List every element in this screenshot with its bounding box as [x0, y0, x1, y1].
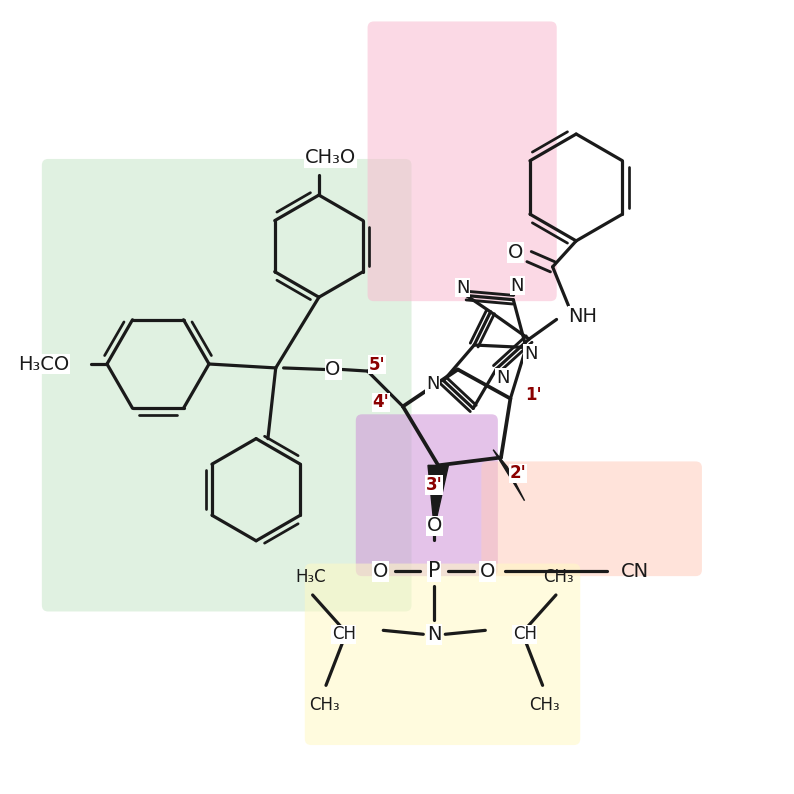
Text: O: O [326, 360, 341, 379]
Text: O: O [508, 243, 523, 262]
Text: NH: NH [569, 306, 597, 326]
Text: O: O [480, 562, 495, 581]
FancyBboxPatch shape [305, 564, 580, 745]
FancyBboxPatch shape [481, 461, 702, 576]
Text: N: N [496, 369, 510, 387]
Text: CH₃: CH₃ [309, 696, 340, 714]
FancyBboxPatch shape [356, 414, 498, 576]
Polygon shape [428, 465, 449, 528]
Text: O: O [426, 516, 442, 535]
Text: CH₃O: CH₃O [305, 148, 357, 167]
Text: H₃C: H₃C [295, 568, 326, 585]
Text: 3': 3' [426, 476, 443, 494]
FancyBboxPatch shape [42, 159, 411, 611]
Text: N: N [511, 276, 524, 295]
Text: 2': 2' [510, 464, 526, 482]
Polygon shape [493, 449, 525, 501]
Text: CH: CH [332, 625, 356, 643]
Text: 4': 4' [372, 394, 389, 411]
Text: CN: CN [621, 562, 649, 581]
Text: 1': 1' [526, 387, 542, 404]
Text: 5': 5' [368, 356, 385, 374]
Text: N: N [426, 375, 439, 393]
FancyBboxPatch shape [368, 21, 557, 301]
Text: N: N [524, 345, 538, 363]
Text: N: N [427, 625, 441, 644]
Text: P: P [428, 561, 441, 581]
Text: H₃CO: H₃CO [18, 354, 69, 373]
Text: CH₃: CH₃ [529, 696, 560, 714]
Text: O: O [373, 562, 388, 581]
Text: CH: CH [513, 625, 537, 643]
Text: CH₃: CH₃ [543, 568, 573, 585]
Text: N: N [456, 279, 469, 297]
